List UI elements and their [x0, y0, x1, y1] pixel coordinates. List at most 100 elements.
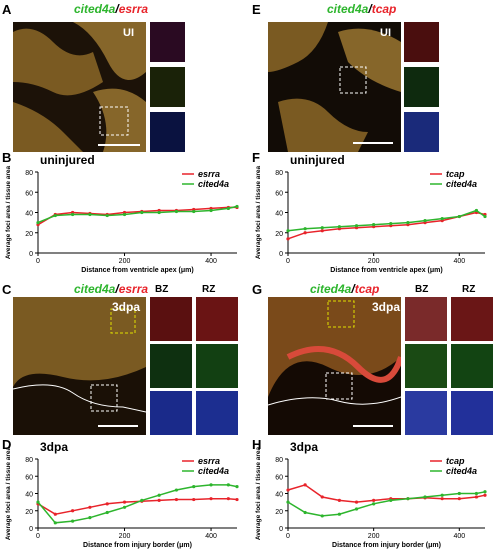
series-line-cited4a [287, 491, 486, 517]
data-point-cited4a [457, 214, 461, 219]
data-point-cited4a [105, 510, 109, 515]
panel-a-title: cited4a/esrra [74, 2, 148, 16]
rz-label-g: RZ [462, 284, 476, 295]
data-point-cited4a [192, 209, 196, 214]
ui-label-e: UI [380, 27, 391, 39]
legend-label-cited4a: cited4a [198, 466, 229, 476]
x-tick-label: 400 [453, 533, 465, 540]
data-point-cited4a [122, 505, 127, 509]
inset-c-rz-blue [196, 391, 238, 435]
data-point-tcap [474, 495, 479, 499]
cond-label-c: 3dpa [112, 300, 141, 314]
title-sep: / [115, 282, 119, 296]
inset-a-blue [150, 112, 185, 152]
chart-d: 3dpa 0 20 40 60 80 0 200 400 Distance from injury… [5, 440, 239, 549]
micrograph-a [13, 22, 146, 152]
data-point-tcap [457, 497, 461, 501]
panel-label-b: B [2, 150, 12, 165]
data-point-tcap [483, 493, 487, 497]
panel-label-a: A [2, 2, 12, 17]
y-tick-label: 20 [275, 231, 283, 238]
data-point-cited4a [354, 224, 359, 228]
y-tick-label: 40 [25, 492, 33, 499]
data-point-cited4a [372, 223, 376, 227]
title-sep: / [115, 2, 119, 16]
y-tick-label: 40 [275, 211, 283, 218]
inset-a-magenta [150, 22, 185, 62]
bz-label-g: BZ [415, 284, 429, 295]
inset-c-bz-blue [150, 391, 192, 435]
y-tick-label: 80 [275, 170, 283, 177]
y-tick-label: 20 [275, 509, 283, 516]
legend-label-tcap: tcap [446, 456, 465, 466]
x-tick-label: 200 [368, 258, 380, 265]
gene-cited4a: cited4a [74, 2, 116, 16]
gene-cited4a: cited4a [310, 282, 352, 296]
data-point-tcap [372, 498, 376, 502]
data-point-cited4a [337, 225, 341, 229]
x-tick-label: 200 [368, 533, 380, 540]
rz-label-c: RZ [202, 284, 216, 295]
data-point-cited4a [354, 507, 359, 511]
y-tick-label: 60 [25, 474, 33, 481]
chart-title: 3dpa [290, 440, 318, 454]
x-tick-label: 200 [119, 258, 131, 265]
data-point-cited4a [303, 510, 307, 515]
data-point-cited4a [140, 498, 144, 502]
data-point-tcap [320, 229, 324, 233]
data-point-esrra [192, 497, 196, 502]
inset-c-bz-red [150, 297, 192, 341]
data-point-cited4a [320, 514, 324, 518]
gene-tcap: tcap [371, 2, 397, 16]
panel-g-title: cited4a/tcap [310, 282, 379, 296]
data-point-cited4a [105, 213, 109, 218]
y-tick-label: 40 [25, 211, 33, 218]
data-point-cited4a [36, 500, 40, 504]
data-point-cited4a [457, 491, 461, 496]
legend-label-cited4a: cited4a [446, 466, 477, 476]
panel-label-d: D [2, 437, 12, 452]
micrograph-e [268, 22, 401, 152]
data-point-tcap [440, 497, 444, 501]
bz-label-c: BZ [155, 284, 169, 295]
data-point-cited4a [406, 497, 410, 501]
series-line-cited4a [37, 484, 238, 524]
micrograph-c [13, 297, 146, 435]
ui-label-a: UI [123, 27, 134, 39]
data-point-cited4a [157, 493, 161, 497]
chart-h: 3dpa 0 20 40 60 80 0 200 400 Distance from injury… [255, 440, 487, 549]
y-axis-label: Average foci area / tissue area [5, 165, 12, 259]
x-tick-label: 0 [36, 258, 40, 265]
inset-g-bz-red [405, 297, 447, 341]
y-tick-label: 80 [25, 170, 33, 177]
x-axis-label: Distance from injury border (μm) [332, 542, 441, 549]
x-tick-label: 400 [205, 533, 217, 540]
gene-cited4a: cited4a [327, 2, 369, 16]
panel-e-title: cited4a/tcap [327, 2, 396, 16]
data-point-esrra [88, 505, 92, 509]
data-point-tcap [303, 231, 307, 235]
data-point-cited4a [53, 521, 57, 525]
data-point-cited4a [226, 483, 230, 487]
data-point-esrra [105, 502, 109, 506]
x-axis-label: Distance from ventricle apex (μm) [330, 267, 442, 274]
data-point-esrra [226, 497, 230, 501]
inset-e-green [404, 67, 439, 107]
series-line-cited4a [287, 209, 486, 232]
inset-c-rz-red [196, 297, 238, 341]
legend-label-esrra: esrra [198, 456, 220, 466]
panel-label-f: F [252, 150, 260, 165]
x-axis-label: Distance from ventricle apex (μm) [81, 267, 193, 274]
data-point-cited4a [389, 222, 393, 226]
data-point-cited4a [440, 216, 444, 221]
panel-c-title: cited4a/esrra [74, 282, 148, 296]
title-sep: / [351, 282, 355, 296]
inset-e-red [404, 22, 439, 62]
series-line-esrra [37, 497, 238, 515]
inset-e-blue [404, 112, 439, 152]
gene-esrra: esrra [118, 282, 149, 296]
y-tick-label: 80 [275, 457, 283, 464]
y-tick-label: 60 [275, 190, 283, 197]
cond-label-g: 3dpa [372, 300, 401, 314]
gene-esrra: esrra [118, 2, 149, 16]
